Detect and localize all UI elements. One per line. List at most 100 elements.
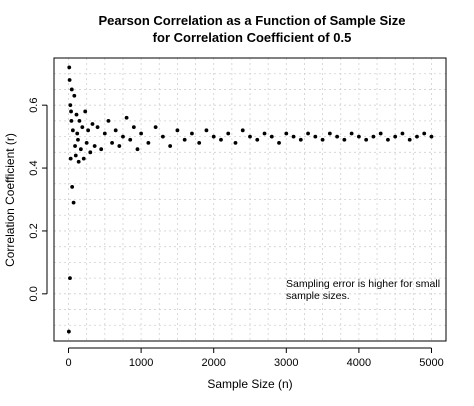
data-point-0-77 (400, 131, 405, 136)
data-point-0-10 (70, 128, 75, 133)
data-point-0-68 (335, 134, 340, 139)
data-point-0-12 (72, 93, 77, 98)
data-point-0-71 (356, 134, 361, 139)
data-point-0-18 (76, 159, 81, 164)
data-point-0-32 (106, 118, 111, 123)
data-point-0-2 (67, 78, 72, 82)
data-point-0-11 (71, 200, 76, 205)
data-point-0-55 (240, 128, 245, 133)
data-point-0-74 (378, 131, 383, 136)
annotation: Sampling error is higher for small sampl… (286, 278, 440, 302)
data-point-0-76 (393, 134, 398, 139)
data-point-0-57 (255, 137, 260, 142)
data-point-0-73 (371, 134, 376, 139)
grid (54, 58, 446, 341)
data-point-0-27 (90, 122, 95, 126)
data-point-0-61 (284, 131, 289, 136)
data-point-0-64 (306, 131, 310, 136)
data-point-0-62 (291, 134, 296, 139)
data-point-0-67 (327, 131, 332, 136)
plot-frame (53, 57, 447, 342)
data-point-0-70 (349, 131, 354, 136)
y-tick-label-3: 0.6 (28, 98, 40, 113)
data-point-0-14 (73, 153, 78, 158)
data-point-0-5 (68, 156, 73, 161)
y-tick-label-0: 0.0 (28, 286, 40, 301)
data-point-0-80 (422, 131, 427, 136)
x-tick-label-2: 2000 (201, 357, 225, 369)
data-point-0-59 (269, 134, 274, 139)
annotation-line-1: Sampling error is higher for small (286, 278, 440, 290)
data-point-0-31 (102, 131, 107, 136)
x-tick-label-0: 0 (65, 357, 71, 369)
y-tick-label-2: 0.4 (28, 160, 40, 175)
data-point-0-16 (75, 131, 80, 136)
data-point-0-69 (342, 137, 347, 142)
x-tick-label-4: 4000 (347, 357, 371, 369)
data-point-0-42 (146, 141, 151, 145)
data-point-0-79 (415, 134, 419, 139)
data-point-0-13 (73, 144, 77, 148)
data-point-0-51 (211, 134, 216, 139)
title: Pearson Correlation as a Function of Sam… (98, 13, 405, 45)
x-tick-label-1: 1000 (129, 357, 153, 369)
data-point-0-19 (77, 118, 82, 123)
x-axis-label: Sample Size (n) (207, 377, 292, 391)
data-point-0-21 (80, 125, 85, 130)
y-axis-label: Correlation Coefficient (r) (3, 133, 17, 267)
x-axis: 0 1000 2000 3000 4000 5000 (65, 347, 444, 369)
data-point-0-23 (83, 109, 88, 114)
data-point-0-20 (78, 147, 83, 152)
data-point-0-43 (153, 125, 158, 130)
data-point-0-33 (110, 141, 114, 145)
data-point-0-40 (135, 147, 140, 152)
data-point-0-75 (386, 137, 390, 142)
x-tick-label-5: 5000 (419, 357, 443, 369)
chart-title-line-1: Pearson Correlation as a Function of Sam… (98, 13, 405, 28)
data-point-0-9 (70, 185, 75, 189)
data-point-0-7 (69, 118, 74, 123)
data-point-0-58 (262, 131, 267, 136)
data-point-0-34 (113, 128, 118, 133)
y-axis: 0.0 0.2 0.4 0.6 (28, 98, 48, 301)
data-point-0-48 (190, 131, 194, 136)
chart-title-line-2: for Correlation Coefficient of 0.5 (153, 30, 352, 45)
data-point-0-39 (131, 125, 136, 130)
data-point-0-6 (69, 109, 73, 114)
data-point-0-47 (182, 137, 187, 142)
data-point-0-8 (69, 87, 74, 92)
data-points (66, 65, 434, 334)
data-point-0-66 (320, 137, 325, 142)
data-point-0-28 (92, 144, 97, 148)
data-point-0-53 (226, 131, 231, 136)
data-point-0-1 (67, 65, 72, 70)
data-point-0-4 (68, 103, 73, 108)
data-point-0-24 (84, 141, 89, 145)
data-point-0-30 (99, 147, 104, 152)
data-point-0-50 (204, 128, 209, 133)
y-tick-label-1: 0.2 (28, 223, 40, 238)
data-point-0-38 (128, 137, 133, 142)
data-point-0-72 (364, 137, 369, 142)
data-point-0-56 (248, 134, 252, 139)
data-point-0-29 (95, 125, 100, 130)
data-point-0-46 (175, 128, 180, 133)
data-point-0-81 (429, 134, 434, 139)
data-point-0-41 (139, 131, 144, 136)
data-point-0-45 (168, 144, 173, 148)
data-point-0-3 (68, 276, 72, 281)
data-point-0-0 (66, 329, 71, 334)
data-point-0-26 (88, 150, 93, 155)
data-point-0-52 (219, 137, 223, 142)
data-point-0-65 (313, 134, 318, 139)
data-point-0-36 (121, 134, 125, 139)
data-point-0-22 (81, 156, 86, 161)
data-point-0-37 (124, 115, 129, 120)
data-point-0-60 (277, 141, 281, 145)
data-point-0-15 (74, 112, 79, 117)
data-point-0-78 (407, 137, 412, 142)
annotation-line-2: sample sizes. (286, 290, 350, 302)
data-point-0-17 (76, 137, 80, 142)
data-point-0-35 (117, 144, 122, 148)
data-point-0-63 (298, 137, 303, 142)
